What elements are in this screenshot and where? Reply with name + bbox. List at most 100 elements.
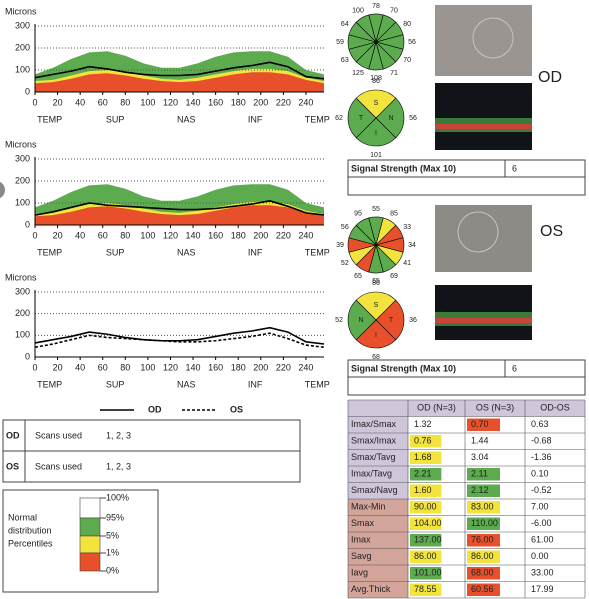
cell-bg bbox=[467, 501, 500, 514]
cell-bg bbox=[527, 435, 560, 448]
row-label-bg bbox=[348, 466, 408, 483]
thickness-line bbox=[34, 332, 325, 349]
percentile-band bbox=[35, 72, 324, 92]
quadrant-sector bbox=[355, 291, 397, 321]
x-tick-label: 100 bbox=[140, 230, 155, 240]
x-tick-label: 180 bbox=[231, 97, 246, 107]
scan-value: 1, 2, 3 bbox=[106, 430, 131, 440]
clock-value: 64 bbox=[341, 21, 349, 28]
y-tick-label: 200 bbox=[15, 175, 30, 185]
legend-level: 0% bbox=[106, 565, 119, 575]
cell-bg bbox=[410, 468, 442, 481]
scan-circle bbox=[457, 211, 499, 253]
cell-value: 1.60 bbox=[414, 485, 432, 495]
clock-value: 39 bbox=[336, 242, 344, 249]
cell-value: 76.00 bbox=[471, 535, 494, 545]
scan-value: 1, 2, 3 bbox=[106, 461, 131, 471]
cell-value: 0.76 bbox=[414, 436, 432, 446]
row-label-bg bbox=[348, 449, 408, 466]
cell-value: 7.00 bbox=[531, 502, 549, 512]
quadrant-sector bbox=[355, 117, 397, 147]
clock-value: 63 bbox=[341, 57, 349, 64]
clock-value: 69 bbox=[390, 273, 398, 280]
legend-swatch bbox=[79, 552, 101, 572]
region-label: NAS bbox=[177, 247, 196, 257]
cell-value: 0.70 bbox=[471, 419, 489, 429]
x-tick-label: 40 bbox=[75, 362, 85, 372]
legend-level: 1% bbox=[106, 547, 119, 557]
region-label: TEMP bbox=[305, 379, 330, 389]
clock-value: 78 bbox=[372, 3, 380, 10]
cell-bg bbox=[527, 550, 560, 563]
y-axis-label: Microns bbox=[5, 139, 37, 149]
row-label-bg bbox=[348, 548, 408, 565]
cell-bg bbox=[527, 418, 560, 431]
eye-label: OS bbox=[540, 223, 563, 240]
cell-bg bbox=[467, 451, 500, 464]
x-tick-label: 40 bbox=[75, 230, 85, 240]
y-tick-label: 100 bbox=[15, 197, 30, 207]
x-tick-label: 40 bbox=[75, 97, 85, 107]
x-tick-label: 60 bbox=[98, 362, 108, 372]
row-label: Smax/Imax bbox=[351, 436, 397, 446]
thickness-line bbox=[34, 199, 325, 216]
cell-bg bbox=[527, 567, 560, 580]
row-label: Iavg bbox=[351, 568, 368, 578]
clock-value: 41 bbox=[403, 260, 411, 267]
quadrant-letter: S bbox=[374, 100, 379, 107]
cell-value: 86.00 bbox=[414, 551, 437, 561]
eye-label: OD bbox=[538, 69, 562, 86]
cell-bg bbox=[467, 517, 500, 530]
x-tick-label: 240 bbox=[298, 97, 313, 107]
y-tick-label: 100 bbox=[15, 64, 30, 74]
x-tick-label: 20 bbox=[53, 230, 63, 240]
region-label: SUP bbox=[106, 114, 125, 124]
cell-value: 90.00 bbox=[414, 502, 437, 512]
clock-value: 95 bbox=[354, 211, 362, 218]
legend-title: Percentiles bbox=[8, 538, 53, 548]
row-label: Imax/Tavg bbox=[351, 469, 392, 479]
clock-value: 65 bbox=[372, 278, 380, 285]
clock-value: 56 bbox=[408, 39, 416, 46]
x-tick-label: 140 bbox=[186, 362, 201, 372]
quadrant-sector bbox=[347, 97, 377, 139]
percentile-band bbox=[35, 205, 324, 225]
region-label: NAS bbox=[177, 379, 196, 389]
x-tick-label: 80 bbox=[120, 362, 130, 372]
quadrant-value: 86 bbox=[372, 78, 380, 85]
signal-label: Signal Strength (Max 10) bbox=[351, 363, 456, 373]
x-tick-label: 0 bbox=[32, 97, 37, 107]
scan-eye: OD bbox=[6, 430, 20, 440]
hole-punch bbox=[0, 181, 5, 199]
x-tick-label: 140 bbox=[186, 230, 201, 240]
cell-value: 2.21 bbox=[414, 469, 432, 479]
clock-value: 108 bbox=[370, 75, 382, 82]
cell-value: 2.11 bbox=[471, 469, 488, 479]
region-label: TEMP bbox=[37, 379, 62, 389]
x-tick-label: 0 bbox=[32, 230, 37, 240]
x-tick-label: 120 bbox=[163, 362, 178, 372]
legend-level: 5% bbox=[106, 530, 119, 540]
cell-bg bbox=[410, 418, 442, 431]
clock-value: 85 bbox=[390, 211, 398, 218]
quadrant-letter: T bbox=[359, 115, 364, 122]
y-tick-label: 100 bbox=[15, 330, 30, 340]
row-label: Imax bbox=[351, 535, 371, 545]
cell-value: 110.00 bbox=[471, 518, 498, 528]
cell-bg bbox=[467, 484, 500, 497]
clock-value: 55 bbox=[372, 206, 380, 213]
x-tick-label: 100 bbox=[140, 362, 155, 372]
x-tick-label: 120 bbox=[163, 97, 178, 107]
clock-value: 70 bbox=[390, 8, 398, 15]
x-tick-label: 80 bbox=[120, 230, 130, 240]
cell-value: 17.99 bbox=[531, 584, 554, 594]
cell-bg bbox=[527, 583, 560, 596]
y-tick-label: 300 bbox=[15, 20, 30, 30]
x-tick-label: 200 bbox=[253, 230, 268, 240]
row-label-bg bbox=[348, 433, 408, 450]
quadrant-value: 62 bbox=[335, 115, 343, 122]
cell-bg bbox=[410, 451, 442, 464]
clock-sector bbox=[355, 217, 377, 247]
y-tick-label: 0 bbox=[25, 219, 30, 229]
